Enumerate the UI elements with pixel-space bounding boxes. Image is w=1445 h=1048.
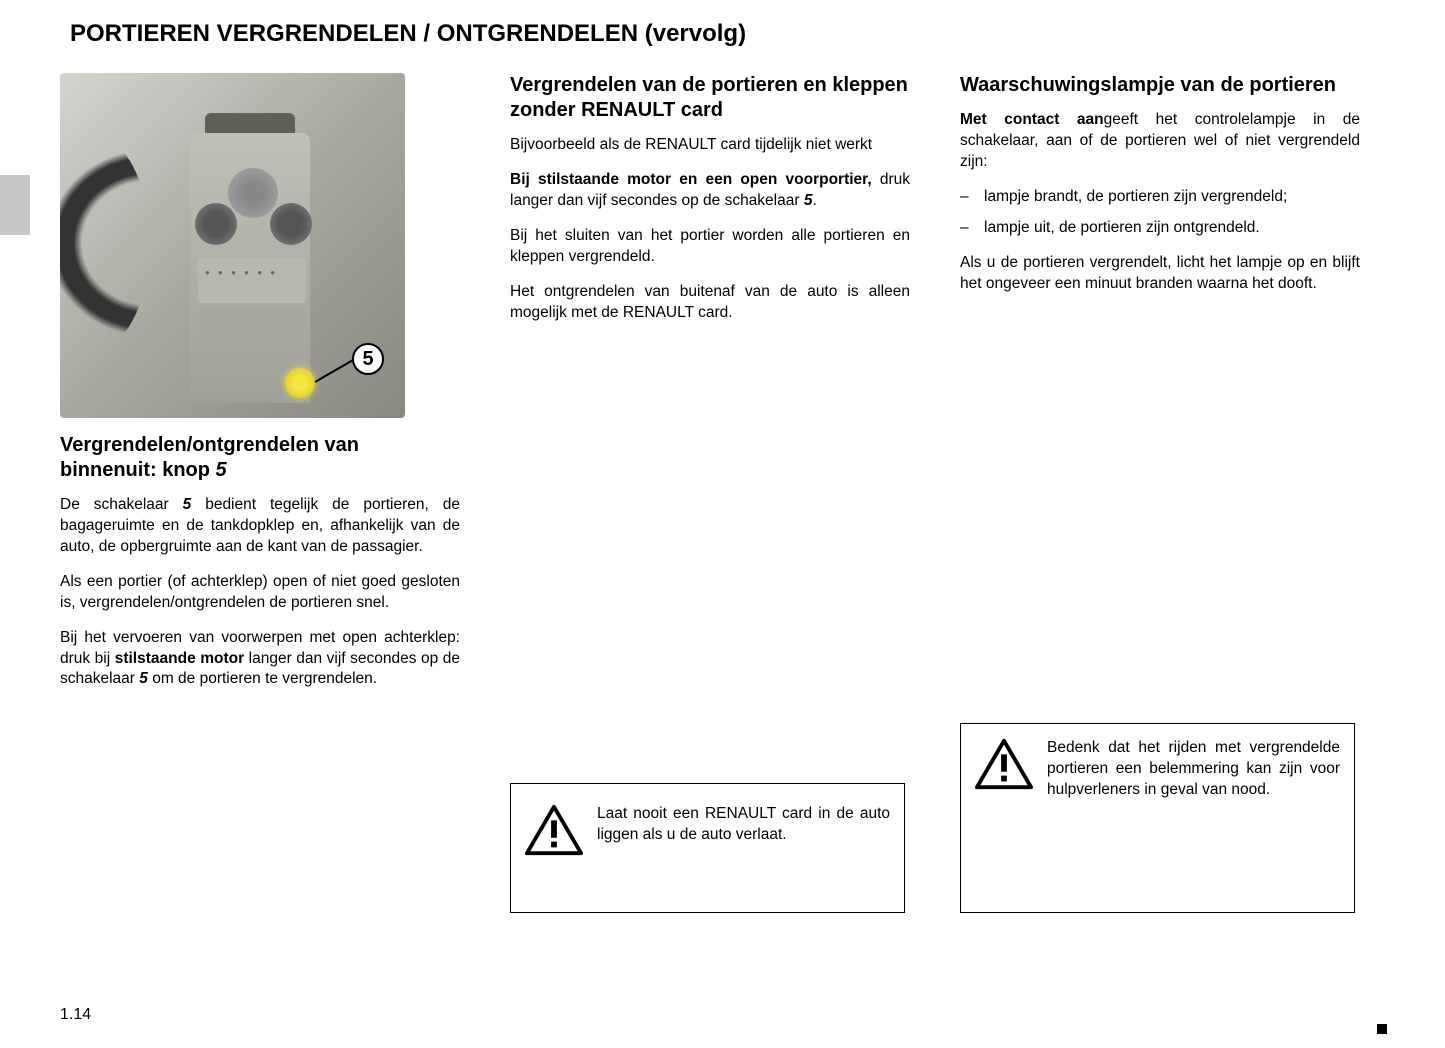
list-item: lampje uit, de portieren zijn ontgrendel… — [960, 218, 1360, 239]
warning-text-card: Laat nooit een RENAULT card in de auto l… — [597, 804, 890, 846]
col3-heading: Waarschuwingslampje van de portieren — [960, 73, 1360, 98]
callout-number: 5 — [352, 343, 384, 375]
col2-p1: Bijvoorbeeld als de RENAULT card tijdeli… — [510, 135, 910, 156]
col1-heading: Vergrendelen/ontgrendelen van binnenuit:… — [60, 433, 460, 483]
column-1: ● ● ● ● ● ● 5 25572 Vergrendelen/ontgren… — [60, 73, 460, 953]
col2-p3: Bij het sluiten van het portier worden a… — [510, 226, 910, 268]
warning-triangle-icon — [525, 804, 583, 856]
lock-button-highlight — [285, 368, 315, 398]
warning-box-locked-doors: Bedenk dat het rijden met ver­grendelde … — [960, 723, 1355, 913]
col2-p2: Bij stilstaande motor en een open voor­p… — [510, 170, 910, 212]
col3-p1: Met contact aangeeft het controlelampje … — [960, 110, 1360, 173]
col3-p2: Als u de portieren vergrendelt, licht he… — [960, 253, 1360, 295]
col3-list: lampje brandt, de portieren zijn vergren… — [960, 187, 1360, 239]
col2-p4: Het ontgrendelen van buitenaf van de aut… — [510, 282, 910, 324]
page-number: 1.14 — [60, 1006, 91, 1024]
manual-page: PORTIEREN VERGRENDELEN / ONTGRENDELEN (v… — [0, 0, 1445, 1048]
column-2: Vergrendelen van de portieren en kleppen… — [510, 73, 910, 953]
page-end-marker — [1377, 1024, 1387, 1034]
warning-text-driving: Bedenk dat het rijden met ver­grendelde … — [1047, 738, 1340, 801]
column-3: Waarschuwingslampje van de portieren Met… — [960, 73, 1360, 953]
col2-heading: Vergrendelen van de portieren en kleppen… — [510, 73, 910, 123]
col1-p3: Bij het vervoeren van voorwerpen met ope… — [60, 628, 460, 691]
col1-p2: Als een portier (of achterklep) open of … — [60, 572, 460, 614]
list-item: lampje brandt, de portieren zijn vergren… — [960, 187, 1360, 208]
col1-p1: De schakelaar 5 bedient tegelijk de port… — [60, 495, 460, 558]
warning-triangle-icon — [975, 738, 1033, 790]
dashboard-photo: ● ● ● ● ● ● 5 25572 — [60, 73, 405, 418]
content-columns: ● ● ● ● ● ● 5 25572 Vergrendelen/ontgren… — [60, 73, 1385, 953]
page-title: PORTIEREN VERGRENDELEN / ONTGRENDELEN (v… — [60, 20, 1385, 48]
warning-box-renault-card: Laat nooit een RENAULT card in de auto l… — [510, 783, 905, 913]
